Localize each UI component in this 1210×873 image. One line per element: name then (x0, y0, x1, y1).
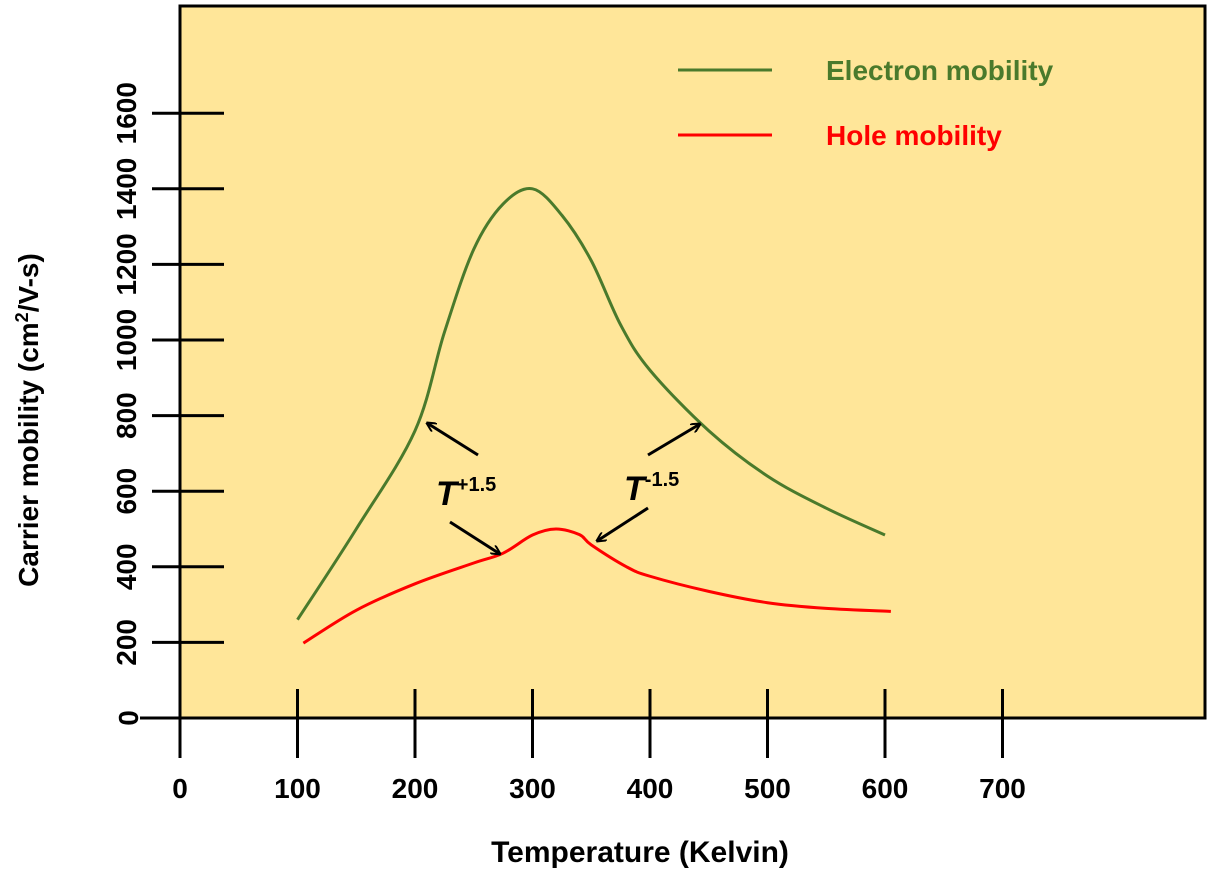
y-tick-label: 200 (111, 619, 142, 666)
series-line-hole (302, 527, 891, 645)
annotation-label: T+1.5 (436, 474, 496, 513)
annotation-arrow (647, 424, 700, 457)
annotation-label: T-1.5 (624, 469, 679, 508)
series-line-electron (296, 186, 886, 621)
y-tick-label: 600 (111, 468, 142, 515)
x-tick-label: 300 (509, 773, 556, 804)
x-tick-label: 0 (172, 773, 188, 804)
y-tick-label: 800 (111, 392, 142, 439)
annotation-arrow (597, 506, 649, 541)
x-tick-label: 400 (627, 773, 674, 804)
legend-label: Electron mobility (826, 55, 1054, 86)
annotation-base: T (624, 470, 648, 508)
annotation-exponent: +1.5 (457, 474, 496, 496)
annotation-arrow (449, 520, 500, 554)
annotation-arrow (427, 423, 479, 457)
y-tick-label: 1200 (111, 233, 142, 295)
annotation-base: T (436, 475, 460, 513)
x-tick-label: 100 (274, 773, 321, 804)
plot-area (178, 4, 1207, 720)
x-tick-label: 200 (392, 773, 439, 804)
x-axis-title: Temperature (Kelvin) (491, 836, 789, 869)
y-axis-title: Carrier mobility (cm2/V-s) (12, 253, 44, 587)
x-tick-label: 500 (744, 773, 791, 804)
legend-label: Hole mobility (826, 120, 1002, 151)
y-tick-label: 1600 (111, 82, 142, 144)
y-tick-label: 0 (113, 710, 144, 726)
y-tick-label: 1400 (111, 158, 142, 220)
y-axis-title-tail: /V-s) (13, 253, 44, 312)
annotation-exponent: -1.5 (645, 469, 679, 491)
x-tick-label: 600 (862, 773, 909, 804)
x-tick-label: 700 (979, 773, 1026, 804)
y-tick-label: 1000 (111, 309, 142, 371)
y-axis-title-sup: 2 (12, 312, 32, 322)
y-tick-label: 400 (111, 543, 142, 590)
